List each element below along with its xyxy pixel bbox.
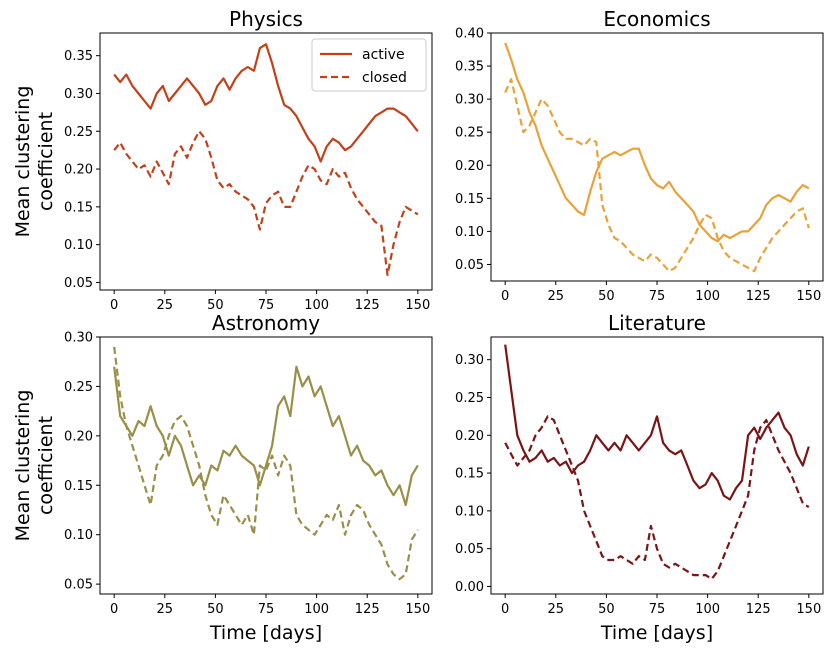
x-tick-label: 125 [746,602,771,617]
legend-box [311,38,427,92]
x-axis-label: Time [days] [209,622,322,644]
x-tick-label: 125 [746,289,771,304]
y-tick-label: 0.40 [455,27,484,42]
y-tick-label: 0.30 [455,353,484,368]
x-tick-label: 50 [207,602,224,617]
y-axis-label-line: Mean clustering [12,86,34,238]
axes-frame [490,336,824,595]
y-tick-label: 0.15 [455,192,484,207]
panel-title: Astronomy [212,311,320,335]
y-tick-label: 0.05 [64,578,93,593]
x-tick-label: 50 [598,602,615,617]
y-tick-label: 0.10 [64,528,93,543]
x-tick-label: 100 [695,602,720,617]
y-tick-label: 0.10 [64,238,93,253]
series-line-closed [504,415,810,581]
y-tick-label: 0.25 [64,125,93,140]
x-tick-label: 0 [110,298,118,313]
y-tick-label: 0.10 [455,504,484,519]
y-tick-label: 0.25 [455,126,484,141]
x-tick-label: 125 [355,298,380,313]
x-tick-label: 100 [695,289,720,304]
y-tick-label: 0.05 [64,276,93,291]
y-tick-label: 0.30 [64,87,93,102]
panel-astronomy: Astronomy 0 25 50 75 100 125 150 0.05 0.10 0.15 0.2… [12,311,433,644]
x-tick-label: 50 [598,289,615,304]
y-tick-label: 0.15 [64,479,93,494]
y-tick-label: 0.05 [455,542,484,557]
panel-economics: Economics 0 25 50 75 100 125 150 0.05 0.10 0.15 0.2… [455,7,824,304]
y-axis-label: Mean clusteringcoefficient [12,86,57,238]
y-tick-label: 0.20 [455,429,484,444]
x-tick-label: 25 [548,602,565,617]
y-tick-label: 0.15 [64,200,93,215]
series-line-closed [113,130,419,276]
y-axis-label-line: coefficient [35,112,57,211]
panel-literature: Literature 0 25 50 75 100 125 150 0.00 0.05 0.10 0.… [455,311,824,644]
series-line-closed [113,346,419,581]
y-tick-label: 0.00 [455,580,484,595]
y-axis-label: Mean clusteringcoefficient [12,390,57,542]
x-tick-label: 50 [207,298,224,313]
legend-label-active: active [362,47,405,63]
panel-title: Physics [229,7,303,31]
y-axis-label-line: coefficient [35,416,57,515]
x-tick-label: 0 [501,602,509,617]
y-tick-label: 0.35 [64,49,93,64]
y-tick-label: 0.05 [455,258,484,273]
y-tick-label: 0.30 [455,93,484,108]
y-tick-label: 0.35 [455,60,484,75]
x-tick-label: 150 [405,602,430,617]
series-line-active [113,43,419,163]
series-line-active [113,365,419,507]
panel-title: Economics [603,7,710,31]
x-tick-label: 75 [649,602,666,617]
x-tick-label: 75 [649,289,666,304]
panel-title: Literature [608,311,706,335]
y-tick-label: 0.25 [64,380,93,395]
y-tick-label: 0.20 [455,159,484,174]
y-tick-label: 0.10 [455,225,484,240]
x-axis-label: Time [days] [600,622,713,644]
y-axis-label-line: Mean clustering [12,390,34,542]
y-tick-label: 0.20 [64,163,93,178]
x-tick-label: 150 [796,602,821,617]
x-tick-label: 125 [355,602,380,617]
x-tick-label: 25 [157,602,174,617]
series-line-active [504,42,810,243]
axes-frame [490,32,824,282]
series-line-active [504,344,810,501]
series-line-closed [504,78,810,273]
x-tick-label: 25 [548,289,565,304]
x-tick-label: 25 [157,298,174,313]
legend-label-closed: closed [362,70,407,86]
x-tick-label: 75 [258,298,275,313]
y-tick-label: 0.20 [64,429,93,444]
x-tick-label: 100 [304,298,329,313]
y-tick-label: 0.30 [64,331,93,346]
x-tick-label: 150 [405,298,430,313]
x-tick-label: 150 [796,289,821,304]
panel-physics: Physics 0 25 50 75 100 125 150 0.05 0.10 0.15 0.20 0… [12,7,433,313]
x-tick-label: 100 [304,602,329,617]
y-tick-label: 0.25 [455,391,484,406]
x-tick-label: 75 [258,602,275,617]
x-tick-label: 0 [501,289,509,304]
x-tick-label: 0 [110,602,118,617]
legend: active closed [311,38,427,92]
y-tick-label: 0.15 [455,467,484,482]
